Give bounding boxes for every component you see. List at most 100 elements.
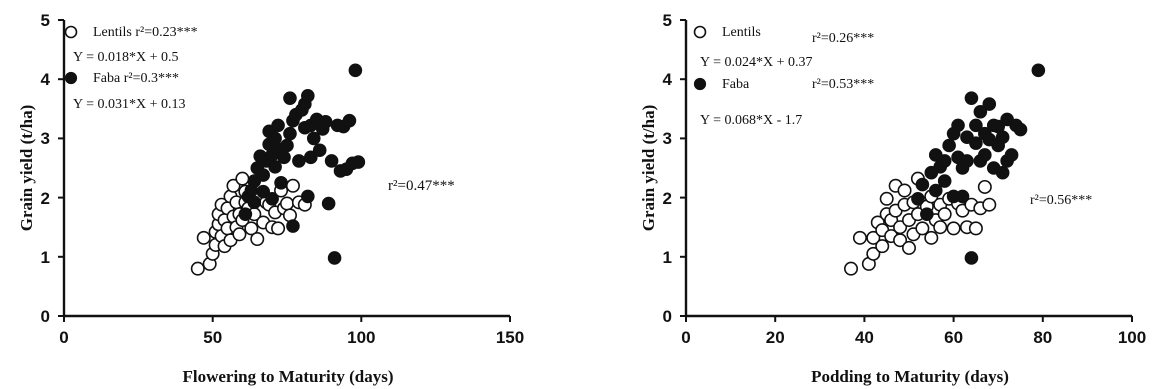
faba-point-1-1-17 [960, 154, 974, 168]
flowering-yield-svg: 0 50 100 150 0 1 2 3 4 5 Lentils r²=0.23… [17, 11, 525, 386]
faba-point-0-1-46 [342, 113, 357, 128]
podding-faba-r2: r²=0.53*** [812, 77, 874, 92]
flowering-y-label-4: 4 [41, 70, 51, 89]
podding-yield-svg: 0 20 40 60 80 100 0 1 2 3 4 5 Lentils r²… [639, 11, 1146, 386]
podding-x-label-100: 100 [1118, 328, 1146, 347]
lentils-point-0-0-1 [196, 230, 211, 245]
faba-point-0-1-23 [286, 219, 300, 233]
lentils-point-1-0-1 [852, 230, 867, 245]
lentils-point-0-0-22 [235, 171, 250, 186]
flowering-yield-chart: 0 50 100 150 0 1 2 3 4 5 Lentils r²=0.23… [0, 0, 560, 389]
flowering-y-label-5: 5 [41, 11, 50, 30]
faba-point-0-1-36 [312, 143, 327, 158]
flowering-y-label-3: 3 [41, 129, 50, 148]
flowering-axes: 0 50 100 150 0 1 2 3 4 5 [41, 11, 525, 347]
lentils-point-1-0-18 [901, 240, 916, 255]
podding-points-layer [844, 63, 1046, 276]
faba-point-0-1-26 [292, 154, 306, 168]
lentils-point-0-0-29 [250, 232, 265, 247]
lentils-point-0-0-17 [226, 178, 241, 193]
faba-point-0-1-39 [321, 196, 336, 211]
faba-point-0-1-31 [301, 88, 315, 103]
faba-point-0-1-21 [283, 126, 297, 141]
flowering-y-label-0: 0 [41, 307, 50, 326]
podding-x-axis-title: Podding to Maturity (days) [811, 367, 1009, 386]
lentils-point-1-0-15 [893, 220, 908, 235]
faba-point-1-1-39 [1031, 63, 1046, 78]
podding-axes: 0 20 40 60 80 100 0 1 2 3 4 5 [663, 11, 1147, 347]
lentils-point-1-0-0 [844, 261, 859, 276]
podding-faba-equation: Y = 0.068*X - 1.7 [700, 113, 802, 128]
lentils-point-1-0-41 [982, 197, 997, 212]
faba-point-0-1-18 [274, 176, 288, 190]
flowering-y-label-1: 1 [41, 248, 50, 267]
faba-point-1-1-20 [969, 136, 983, 150]
podding-lentils-legend-marker [693, 25, 707, 39]
podding-faba-legend-marker [693, 77, 707, 91]
flowering-x-axis-title: Flowering to Maturity (days) [182, 367, 393, 386]
lentils-legend-marker [64, 25, 78, 39]
flowering-annotations: Lentils r²=0.23*** Y = 0.018*X + 0.5 Fab… [64, 25, 455, 194]
faba-point-1-1-15 [955, 189, 970, 204]
faba-point-1-1-2 [920, 207, 934, 221]
flowering-faba-equation: Y = 0.031*X + 0.13 [73, 97, 186, 112]
lentils-point-0-0-41 [285, 178, 300, 193]
lentils-point-1-0-6 [875, 239, 890, 254]
podding-x-label-60: 60 [944, 328, 963, 347]
podding-x-label-20: 20 [766, 328, 785, 347]
podding-x-label-40: 40 [855, 328, 874, 347]
podding-y-label-5: 5 [663, 11, 672, 30]
faba-point-1-1-1 [915, 177, 930, 192]
podding-overall-r2: r²=0.56*** [1030, 193, 1092, 208]
lentils-point-1-0-9 [879, 191, 894, 206]
flowering-y-axis-title: Grain yield (t/ha) [17, 105, 36, 232]
flowering-faba-legend-label: Faba r²=0.3*** [93, 71, 179, 86]
faba-point-0-1-17 [271, 118, 285, 133]
podding-x-label-80: 80 [1033, 328, 1052, 347]
faba-point-1-1-36 [1004, 148, 1019, 162]
lentils-point-0-0-27 [244, 221, 259, 236]
faba-point-0-1-30 [301, 189, 315, 204]
lentils-point-1-0-17 [897, 183, 912, 198]
podding-lentils-r2: r²=0.26*** [812, 31, 874, 46]
flowering-x-label-0: 0 [59, 328, 68, 347]
lentils-point-1-0-4 [866, 230, 881, 245]
lentils-point-1-0-38 [968, 221, 983, 236]
faba-point-1-1-9 [942, 138, 956, 153]
faba-point-1-1-5 [928, 183, 943, 198]
podding-y-label-3: 3 [663, 129, 672, 148]
faba-point-0-1-14 [268, 160, 282, 174]
lentils-point-0-0-20 [232, 227, 247, 242]
faba-point-0-1-8 [256, 168, 271, 182]
faba-point-0-1-38 [318, 115, 333, 129]
lentils-point-0-0-36 [271, 221, 286, 236]
faba-point-1-1-21 [969, 118, 983, 133]
faba-point-1-1-8 [937, 174, 952, 188]
lentils-point-1-0-31 [937, 207, 952, 222]
podding-x-label-0: 0 [681, 328, 690, 347]
faba-point-0-1-3 [247, 195, 262, 210]
faba-point-1-1-0 [911, 191, 925, 206]
faba-point-1-1-18 [964, 91, 979, 105]
flowering-points-layer [190, 63, 366, 276]
faba-point-0-1-49 [351, 155, 366, 169]
faba-point-0-1-34 [306, 131, 321, 146]
flowering-x-label-50: 50 [203, 328, 222, 347]
faba-point-0-1-12 [265, 191, 279, 206]
flowering-x-label-100: 100 [347, 328, 375, 347]
faba-point-0-1-32 [303, 150, 318, 165]
faba-point-0-1-7 [256, 184, 271, 199]
lentils-point-1-0-3 [866, 246, 881, 261]
flowering-y-label-2: 2 [41, 189, 50, 208]
podding-y-label-1: 1 [663, 248, 672, 267]
faba-point-0-1-41 [327, 251, 342, 265]
faba-point-1-1-7 [937, 154, 952, 168]
lentils-point-1-0-24 [915, 221, 930, 236]
faba-point-0-1-20 [280, 138, 294, 153]
faba-point-1-1-25 [978, 148, 992, 162]
podding-lentils-legend-label: Lentils [722, 25, 761, 40]
podding-y-label-0: 0 [663, 307, 672, 326]
podding-y-label-2: 2 [663, 189, 672, 208]
podding-annotations: Lentils r²=0.26*** Y = 0.024*X + 0.37 Fa… [693, 25, 1092, 208]
lentils-point-1-0-40 [977, 179, 992, 194]
